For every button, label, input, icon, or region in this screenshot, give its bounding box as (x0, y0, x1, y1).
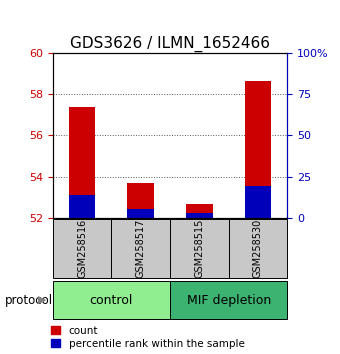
Text: GSM258530: GSM258530 (253, 219, 263, 278)
Bar (186, 213, 212, 218)
Bar (245, 187, 271, 218)
Bar (53, 281, 170, 319)
Title: GDS3626 / ILMN_1652466: GDS3626 / ILMN_1652466 (70, 35, 270, 52)
Bar (186, 204, 212, 218)
Text: GSM258515: GSM258515 (194, 219, 204, 278)
Legend: count, percentile rank within the sample: count, percentile rank within the sample (51, 326, 245, 349)
Bar (69, 107, 95, 218)
Bar (53, 219, 112, 278)
Text: MIF depletion: MIF depletion (187, 293, 271, 307)
Bar (170, 281, 287, 319)
Bar (112, 219, 170, 278)
Text: ▶: ▶ (38, 295, 47, 305)
Bar (69, 195, 95, 218)
Text: GSM258517: GSM258517 (136, 219, 146, 278)
Text: GSM258516: GSM258516 (77, 219, 87, 278)
Bar (228, 219, 287, 278)
Text: control: control (90, 293, 133, 307)
Bar (128, 183, 154, 218)
Bar (170, 219, 228, 278)
Text: protocol: protocol (5, 293, 53, 307)
Bar (245, 81, 271, 218)
Bar (128, 210, 154, 218)
